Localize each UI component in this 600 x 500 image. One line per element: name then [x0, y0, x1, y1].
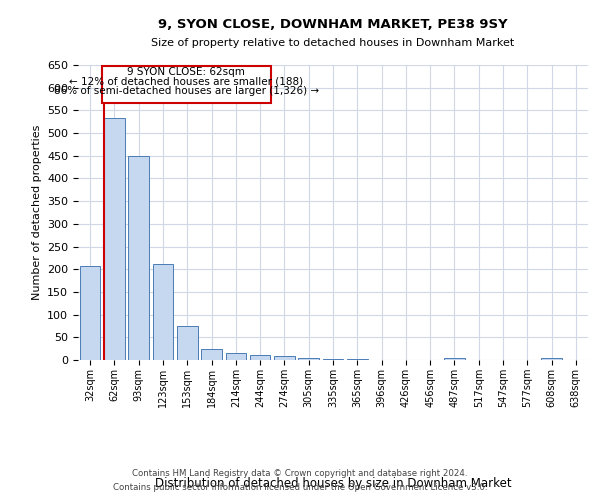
Text: Contains HM Land Registry data © Crown copyright and database right 2024.: Contains HM Land Registry data © Crown c… — [132, 468, 468, 477]
Bar — [298, 358, 319, 360]
Bar — [128, 156, 149, 360]
Text: Contains public sector information licensed under the Open Government Licence v3: Contains public sector information licen… — [113, 484, 487, 492]
Text: Size of property relative to detached houses in Downham Market: Size of property relative to detached ho… — [151, 38, 515, 48]
Bar — [201, 348, 222, 360]
Bar — [80, 266, 100, 360]
X-axis label: Distribution of detached houses by size in Downham Market: Distribution of detached houses by size … — [155, 476, 511, 490]
Text: 9, SYON CLOSE, DOWNHAM MARKET, PE38 9SY: 9, SYON CLOSE, DOWNHAM MARKET, PE38 9SY — [158, 18, 508, 30]
FancyBboxPatch shape — [102, 66, 271, 102]
Bar — [152, 264, 173, 360]
Text: ← 12% of detached houses are smaller (188): ← 12% of detached houses are smaller (18… — [70, 77, 304, 87]
Bar — [347, 358, 368, 360]
Bar — [323, 358, 343, 360]
Bar — [541, 358, 562, 360]
Text: 9 SYON CLOSE: 62sqm: 9 SYON CLOSE: 62sqm — [127, 68, 245, 78]
Bar — [444, 358, 465, 360]
Text: 86% of semi-detached houses are larger (1,326) →: 86% of semi-detached houses are larger (… — [54, 86, 319, 97]
Bar — [104, 118, 125, 360]
Y-axis label: Number of detached properties: Number of detached properties — [32, 125, 41, 300]
Bar — [274, 356, 295, 360]
Bar — [226, 353, 246, 360]
Bar — [177, 326, 197, 360]
Bar — [250, 356, 271, 360]
